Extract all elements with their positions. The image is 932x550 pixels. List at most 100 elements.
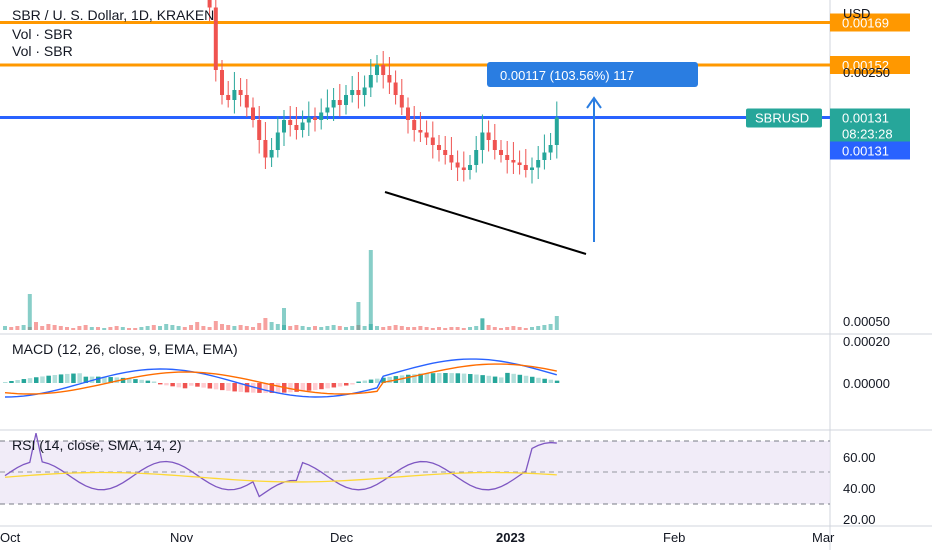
- candle-body: [232, 90, 237, 100]
- candle-body: [368, 75, 373, 88]
- candle-body: [375, 65, 379, 75]
- macd-hist-bar: [46, 375, 51, 383]
- macd-hist-bar: [15, 380, 20, 383]
- rsi-y-tick: 20.00: [843, 512, 876, 527]
- macd-hist-bar: [344, 383, 349, 386]
- volume-bar: [474, 326, 479, 330]
- volume-bar: [424, 327, 429, 330]
- candle-body: [542, 152, 547, 160]
- volume-bar: [294, 325, 299, 330]
- macd-line: [4, 358, 557, 398]
- candle-body: [474, 150, 479, 165]
- candle-body: [393, 82, 398, 95]
- candle-body: [418, 130, 423, 133]
- volume-bar: [182, 327, 187, 330]
- y-tick-label: 0.00050: [843, 314, 890, 329]
- candle-body: [300, 122, 305, 130]
- candle-body: [443, 150, 448, 155]
- candle-body: [492, 140, 497, 150]
- volume-bar: [226, 325, 231, 330]
- macd-hist-bar: [492, 376, 498, 383]
- macd-hist-bar: [443, 373, 448, 383]
- volume-bar: [158, 326, 162, 330]
- measure-label-box: [487, 62, 698, 87]
- volume-bar: [344, 327, 348, 330]
- volume-bar: [368, 250, 373, 330]
- volume-bar: [443, 328, 448, 330]
- macd-hist-bar: [517, 374, 523, 383]
- volume-bar: [89, 327, 94, 330]
- x-tick-label: Mar: [812, 530, 835, 545]
- candle-body: [294, 125, 299, 130]
- candle-body: [257, 120, 262, 140]
- candle-body: [313, 117, 317, 120]
- macd-hist-bar: [505, 372, 510, 383]
- volume-bar: [189, 325, 193, 330]
- macd-hist-bar: [430, 373, 436, 383]
- candle-body: [362, 87, 367, 95]
- macd-hist-bar: [387, 376, 392, 383]
- candle-body: [325, 107, 330, 113]
- volume-bar: [133, 328, 138, 330]
- volume-bar: [288, 326, 293, 330]
- macd-y-tick: 0.00000: [843, 376, 890, 391]
- volume-bar: [114, 326, 119, 330]
- candle-body: [213, 7, 218, 70]
- candle-body: [331, 100, 336, 108]
- last-price-tag: [830, 108, 910, 144]
- measure-label: 0.00117 (103.56%) 117: [500, 68, 634, 83]
- volume-bar: [15, 326, 20, 330]
- symbol-tag: [746, 108, 822, 128]
- macd-hist-bar: [189, 383, 194, 386]
- x-tick-label: Dec: [330, 530, 354, 545]
- candle-body: [517, 162, 522, 165]
- volume-bar: [145, 326, 150, 330]
- volume-label-1: Vol · SBR: [12, 26, 73, 42]
- blue-price-text: 0.00131: [842, 144, 889, 159]
- macd-hist-bar: [325, 383, 330, 389]
- macd-hist-bar: [170, 383, 175, 387]
- volume-bar: [337, 326, 342, 330]
- rsi-ma-line: [4, 471, 557, 483]
- macd-hist-bar: [151, 381, 157, 383]
- macd-hist-bar: [21, 379, 27, 383]
- currency-label: USD: [843, 6, 870, 21]
- candle-body: [554, 117, 559, 145]
- macd-hist-bar: [474, 374, 479, 383]
- macd-hist-bar: [418, 373, 423, 383]
- macd-label: MACD (12, 26, close, 9, EMA, EMA): [12, 341, 238, 357]
- candle-body: [251, 107, 255, 120]
- macd-hist-bar: [412, 374, 417, 383]
- macd-hist-bar: [337, 383, 343, 387]
- volume-bar: [455, 327, 460, 330]
- macd-hist-bar: [226, 383, 231, 391]
- macd-hist-bar: [362, 380, 368, 383]
- last-price-text: 0.00131: [842, 111, 889, 126]
- volume-bar: [46, 324, 51, 330]
- macd-hist-bar: [288, 383, 293, 393]
- candle-body: [499, 150, 503, 155]
- macd-hist-bar: [523, 375, 529, 383]
- macd-hist-bar: [102, 376, 107, 383]
- volume-bar: [257, 323, 262, 330]
- volume-bar: [232, 326, 237, 330]
- volume-bar: [27, 294, 32, 330]
- volume-bar: [542, 325, 547, 330]
- macd-hist-bar: [269, 383, 275, 393]
- macd-hist-bar: [356, 381, 361, 383]
- macd-hist-bar: [182, 383, 188, 389]
- candle-body: [548, 145, 553, 153]
- volume-bar: [40, 326, 45, 330]
- macd-hist-bar: [213, 383, 219, 390]
- level-tag-text: 0.00152: [842, 58, 889, 73]
- macd-hist-bar: [139, 379, 144, 383]
- macd-hist-bar: [127, 378, 132, 383]
- macd-hist-bar: [34, 377, 39, 383]
- candle-body: [319, 112, 324, 120]
- candle-body: [511, 160, 516, 163]
- candle-body: [449, 155, 454, 163]
- macd-hist-bar: [71, 373, 76, 383]
- macd-hist-bar: [9, 381, 14, 383]
- macd-hist-bar: [530, 376, 535, 383]
